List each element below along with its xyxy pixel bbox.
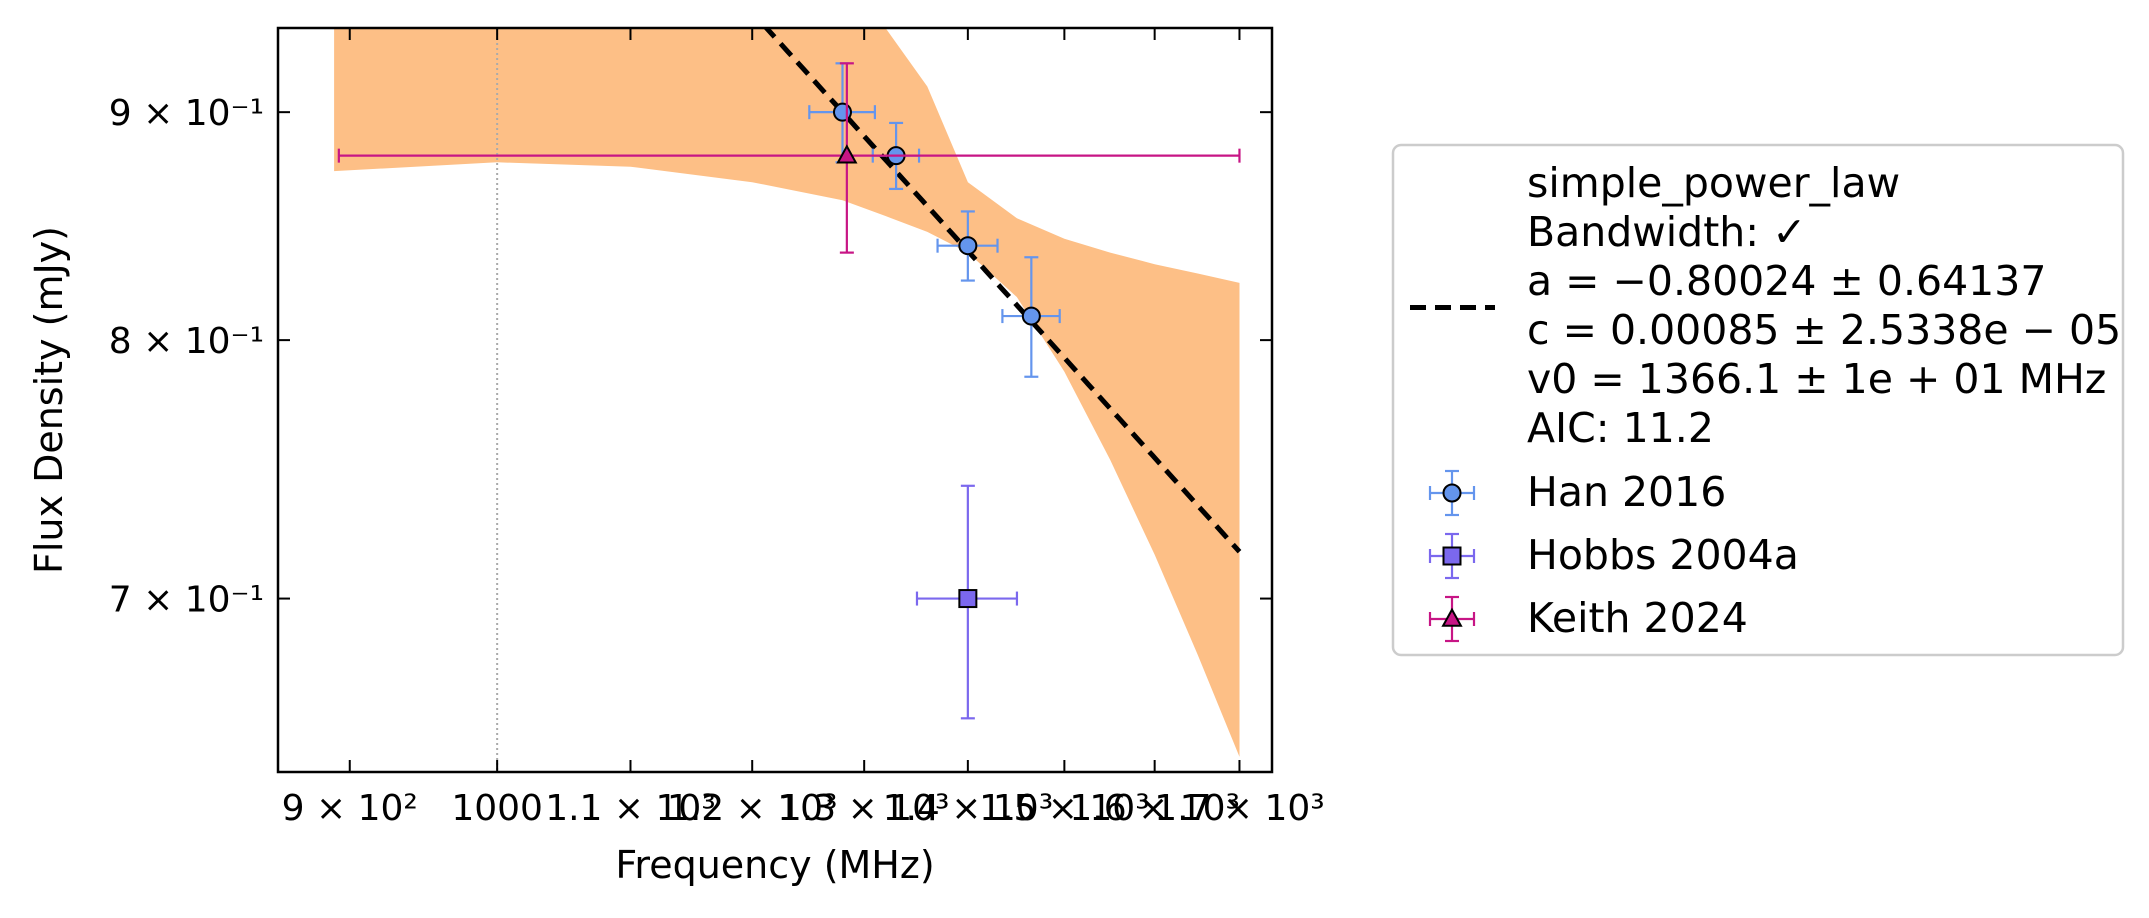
x-tick-label: 1.6 × 10³: [1069, 788, 1240, 829]
plot-area: [334, 28, 1242, 772]
legend-fit-text: v0 = 1366.1 ± 1e + 01 MHz: [1527, 355, 2106, 403]
legend-label: Keith 2024: [1527, 594, 1748, 642]
legend-label: Hobbs 2004a: [1527, 531, 1799, 579]
x-tick-label: 1.7 × 10³: [1154, 788, 1325, 829]
data-point: [836, 144, 858, 164]
legend-marker: [1442, 483, 1462, 503]
data-point: [1021, 306, 1041, 326]
series-1: [915, 484, 1019, 720]
x-tick-label: 9 × 10²: [282, 788, 418, 829]
data-point: [958, 236, 978, 256]
y-tick-label: 7 × 10⁻¹: [109, 580, 264, 621]
fit-uncertainty-band: [334, 28, 1240, 757]
fit-line: [763, 28, 1242, 554]
plot-frame: [276, 26, 1274, 774]
legend-entry-1: Hobbs 2004a: [1428, 531, 1799, 580]
legend-label: Han 2016: [1527, 468, 1726, 516]
legend-fit-text: simple_power_law: [1527, 159, 1900, 207]
legend-marker: [1441, 607, 1463, 627]
x-tick-label: 1.4 × 10³: [883, 788, 1054, 829]
x-tick-label: 1.2 × 10³: [667, 788, 838, 829]
legend-fit-text: c = 0.00085 ± 2.5338e − 05: [1527, 306, 2121, 354]
y-axis-title: Flux Density (mJy): [27, 226, 71, 574]
legend-fit-text: AIC: 11.2: [1527, 404, 1714, 452]
legend-fit-text: a = −0.80024 ± 0.64137: [1527, 257, 2046, 305]
x-tick-label: 1.3 × 10³: [779, 788, 950, 829]
legend-box: [1391, 143, 2125, 657]
data-point: [958, 589, 978, 609]
x-tick-label: 1.1 × 10³: [545, 788, 716, 829]
legend-marker: [1442, 546, 1462, 566]
y-tick-label: 9 × 10⁻¹: [109, 93, 264, 134]
series-2: [337, 62, 1241, 254]
legend-entry-2: Keith 2024: [1428, 594, 1748, 643]
x-axis-title: Frequency (MHz): [615, 843, 934, 887]
x-tick-label: 1.5 × 10³: [979, 788, 1150, 829]
legend-fit-text: Bandwidth: ✓: [1527, 208, 1806, 256]
x-tick-label: 1000: [451, 788, 543, 829]
data-point: [832, 102, 852, 122]
legend-entry-0: Han 2016: [1428, 468, 1726, 517]
y-tick-label: 8 × 10⁻¹: [109, 321, 264, 362]
plot-layer: [334, 28, 1242, 772]
